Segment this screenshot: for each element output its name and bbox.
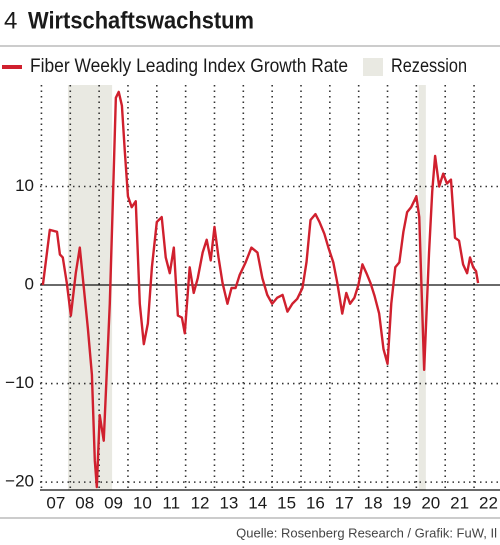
plot-area: 07 08 09 10 11 12 13 14 15 16 17 18 19 20 21 22 −20 −10 0 1… [5, 85, 500, 512]
x-tick-label: 20 [421, 493, 440, 512]
source: Quelle: Rosenberg Research / Grafik: FuW… [236, 525, 497, 540]
y-tick-label: −10 [5, 373, 34, 392]
x-tick-label: 09 [104, 493, 123, 512]
legend-swatch [363, 58, 383, 76]
x-tick-label: 13 [219, 493, 238, 512]
y-tick-label: 0 [25, 275, 34, 294]
x-tick-label: 17 [335, 493, 354, 512]
x-tick-label: 08 [75, 493, 94, 512]
x-tick-label: 12 [191, 493, 210, 512]
x-tick-label: 11 [162, 493, 180, 512]
figure-number: 4 [4, 7, 17, 34]
series-line [41, 90, 480, 489]
x-tick-label: 22 [479, 493, 498, 512]
y-tick-label: −20 [5, 472, 34, 491]
x-tick-label: 07 [46, 493, 65, 512]
x-tick-label: 21 [450, 493, 469, 512]
x-tick-label: 14 [248, 493, 267, 512]
y-tick-label: 10 [15, 176, 34, 195]
legend-label: Rezession [391, 56, 467, 77]
x-tick-label: 19 [392, 493, 411, 512]
x-tick-label: 15 [277, 493, 296, 512]
chart-title: Wirtschaftswachstum [28, 7, 254, 34]
x-tick-label: 16 [306, 493, 325, 512]
x-tick-label: 18 [364, 493, 383, 512]
legend-label: Fiber Weekly Leading Index Growth Rate [30, 56, 348, 77]
x-tick-label: 10 [133, 493, 152, 512]
